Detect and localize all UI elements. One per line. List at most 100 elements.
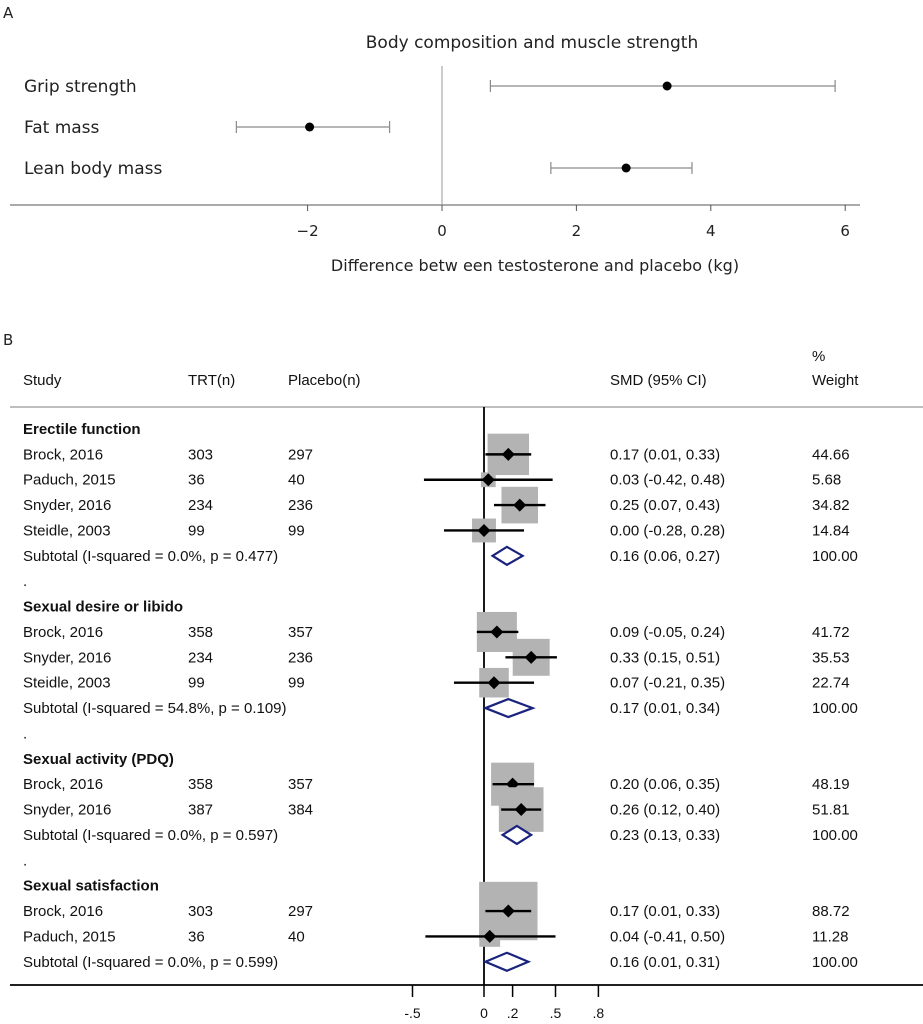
subtotal-diamond (482, 951, 532, 972)
study-name: Paduch, 2015 (23, 928, 116, 945)
panel-a-tick-label: −2 (297, 222, 319, 240)
point-estimate-diamond (501, 447, 515, 461)
panel-b-rows: Erectile function Brock, 2016 303 297 0.17 (… (23, 421, 858, 972)
smd-ci-value: 0.04 (-0.41, 0.50) (610, 928, 725, 945)
header-study: Study (23, 372, 62, 389)
smd-ci-value: 0.16 (0.06, 0.27) (610, 548, 720, 565)
weight-value: 100.00 (812, 700, 858, 717)
weight-value: 11.28 (812, 928, 848, 945)
smd-ci-value: 0.17 (0.01, 0.33) (610, 903, 720, 920)
study-name: Brock, 2016 (23, 776, 103, 793)
placebo-n: 99 (288, 675, 305, 692)
panel-a-row-label: Lean body mass (24, 159, 163, 179)
panel-b-tick-label: -.5 (404, 1005, 421, 1021)
trt-n: 303 (188, 446, 213, 463)
trt-n: 303 (188, 903, 213, 920)
panel-b-tick-label: .5 (550, 1005, 562, 1021)
subtotal-label: Subtotal (I-squared = 0.0%, p = 0.597) (23, 827, 278, 844)
study-name: Snyder, 2016 (23, 802, 111, 819)
point-estimate-diamond (490, 625, 504, 639)
weight-value: 51.81 (812, 802, 850, 819)
study-name: Steidle, 2003 (23, 675, 111, 692)
point-estimate-diamond (514, 803, 528, 817)
point-estimate-diamond (487, 676, 501, 690)
trt-n: 36 (188, 928, 205, 945)
group-heading: Sexual desire or libido (23, 599, 183, 616)
subtotal-diamond (490, 545, 525, 567)
group-spacer-dot: . (23, 852, 27, 869)
placebo-n: 40 (288, 472, 305, 489)
group-spacer-dot: . (23, 573, 27, 590)
subtotal-label: Subtotal (I-squared = 0.0%, p = 0.477) (23, 548, 278, 565)
header-weight-percent: % (812, 348, 825, 365)
panel-b-sexual-function: B % Study TRT(n) Placebo(n) SMD (95% CI)… (3, 331, 923, 1021)
weight-value: 44.66 (812, 446, 850, 463)
placebo-n: 236 (288, 497, 313, 514)
group-heading: Sexual activity (PDQ) (23, 751, 174, 768)
panel-b-tick-label: .2 (507, 1005, 519, 1021)
study-name: Brock, 2016 (23, 903, 103, 920)
placebo-n: 297 (288, 446, 313, 463)
panel-b-letter: B (3, 331, 13, 349)
study-name: Snyder, 2016 (23, 649, 111, 666)
smd-ci-value: 0.26 (0.12, 0.40) (610, 802, 720, 819)
panel-b-tick-label: 0 (480, 1005, 488, 1021)
smd-ci-value: 0.16 (0.01, 0.31) (610, 954, 720, 971)
panel-a-body-composition: A Body composition and muscle strength −… (3, 4, 860, 275)
header-weight: Weight (812, 372, 859, 389)
weight-value: 35.53 (812, 649, 850, 666)
smd-ci-value: 0.25 (0.07, 0.43) (610, 497, 720, 514)
weight-value: 100.00 (812, 548, 858, 565)
trt-n: 234 (188, 649, 213, 666)
point-estimate-diamond (481, 473, 495, 487)
smd-ci-value: 0.20 (0.06, 0.35) (610, 776, 720, 793)
trt-n: 234 (188, 497, 213, 514)
panel-a-title: Body composition and muscle strength (366, 33, 698, 53)
study-name: Snyder, 2016 (23, 497, 111, 514)
smd-ci-value: 0.23 (0.13, 0.33) (610, 827, 720, 844)
smd-ci-value: 0.09 (-0.05, 0.24) (610, 624, 725, 641)
trt-n: 99 (188, 675, 205, 692)
smd-ci-value: 0.03 (-0.42, 0.48) (610, 472, 725, 489)
panel-a-tick-label: 4 (706, 222, 716, 240)
trt-n: 387 (188, 802, 213, 819)
panel-a-point-estimate (305, 122, 315, 132)
weight-value: 34.82 (812, 497, 850, 514)
placebo-n: 297 (288, 903, 313, 920)
study-name: Steidle, 2003 (23, 522, 111, 539)
weight-value: 14.84 (812, 522, 850, 539)
panel-a-tick-label: 6 (840, 222, 850, 240)
point-estimate-diamond (513, 498, 527, 512)
weight-value: 100.00 (812, 827, 858, 844)
point-estimate-diamond (524, 650, 538, 664)
group-spacer-dot: . (23, 725, 27, 742)
panel-a-tick-label: 2 (572, 222, 582, 240)
header-trt: TRT(n) (188, 372, 235, 389)
subtotal-label: Subtotal (I-squared = 54.8%, p = 0.109) (23, 700, 287, 717)
weight-value: 100.00 (812, 954, 858, 971)
weight-value: 48.19 (812, 776, 850, 793)
smd-ci-value: 0.00 (-0.28, 0.28) (610, 522, 725, 539)
smd-ci-value: 0.17 (0.01, 0.34) (610, 700, 720, 717)
weight-value: 88.72 (812, 903, 850, 920)
subtotal-label: Subtotal (I-squared = 0.0%, p = 0.599) (23, 954, 278, 971)
placebo-n: 384 (288, 802, 313, 819)
study-name: Brock, 2016 (23, 446, 103, 463)
trt-n: 358 (188, 776, 213, 793)
point-estimate-diamond (477, 523, 491, 537)
panel-a-point-estimate (662, 81, 672, 91)
smd-ci-value: 0.17 (0.01, 0.33) (610, 446, 720, 463)
weight-value: 5.68 (812, 472, 841, 489)
study-name: Paduch, 2015 (23, 472, 116, 489)
subtotal-diamond (482, 697, 536, 719)
smd-ci-value: 0.33 (0.15, 0.51) (610, 649, 720, 666)
panel-a-rows: Grip strength Fat mass Lean body mass (24, 77, 836, 179)
trt-n: 36 (188, 472, 205, 489)
point-estimate-diamond (483, 929, 497, 943)
study-name: Brock, 2016 (23, 624, 103, 641)
subtotal-diamond (500, 824, 534, 846)
weight-value: 22.74 (812, 675, 850, 692)
header-placebo: Placebo(n) (288, 372, 361, 389)
panel-b-tick-label: .8 (593, 1005, 605, 1021)
